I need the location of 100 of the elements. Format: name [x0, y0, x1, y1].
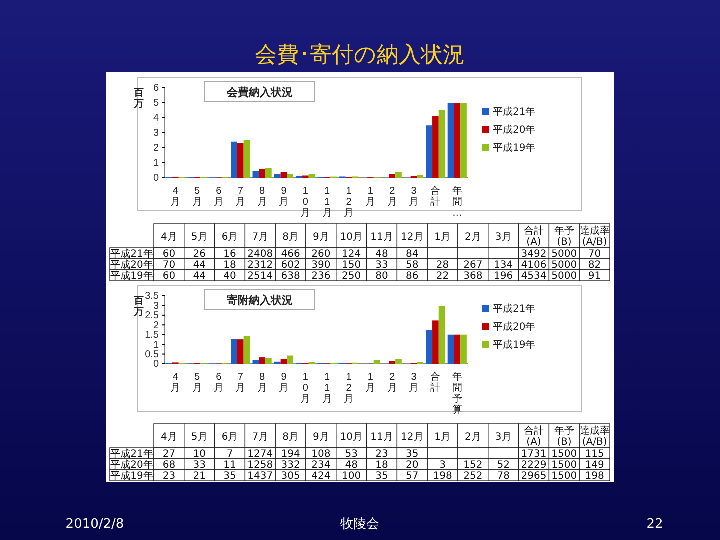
data-label: 1731	[521, 449, 547, 460]
x-tick-label: 11月	[322, 372, 332, 405]
bar	[237, 143, 244, 178]
bar	[448, 334, 454, 364]
data-label: 53	[345, 449, 358, 460]
y-axis-title: 百万	[133, 296, 144, 318]
x-tick-label: 12月	[344, 186, 354, 219]
x-tick-label: 7月	[252, 232, 269, 243]
legend-label: 平成19年	[493, 339, 536, 351]
data-label: 5000	[552, 271, 578, 282]
data-label: 252	[464, 471, 483, 482]
data-label: 3	[440, 460, 446, 471]
x-tick-label: 2月	[465, 432, 482, 443]
data-label: 149	[585, 460, 604, 471]
text: 会費･寄付の納入状況	[255, 43, 465, 68]
bar	[237, 340, 244, 364]
data-label: 40	[224, 271, 236, 282]
x-tick-label: 2月	[465, 232, 482, 243]
x-tick-label: 8月	[282, 232, 299, 243]
x-tick-label: 12月	[344, 372, 354, 405]
text: 2010/2/8	[66, 517, 124, 532]
data-label: 1500	[552, 449, 578, 460]
y-tick-label: 5	[153, 98, 160, 110]
data-label: 60	[162, 271, 176, 282]
data-label: 134	[494, 260, 514, 271]
data-label: 7	[226, 449, 234, 460]
data-label: 2229	[521, 460, 547, 471]
x-tick-label: 3月	[409, 372, 420, 394]
data-label: 466	[281, 249, 300, 260]
x-tick-label: 4月	[170, 372, 181, 394]
x-tick-label: 11月	[370, 232, 394, 243]
data-label: 21	[193, 471, 206, 482]
x-tick-label: 年予(B)	[554, 225, 574, 248]
data-label: 78	[497, 471, 510, 482]
data-label: 70	[588, 249, 602, 260]
x-tick-label: 合計(A)	[524, 225, 544, 248]
data-label: 52	[497, 460, 510, 471]
data-label: 10	[193, 449, 206, 460]
bar	[265, 168, 272, 178]
y-tick-label: 平成21年	[110, 448, 154, 460]
data-label: 638	[281, 271, 300, 282]
x-tick-label: 8月	[257, 372, 268, 394]
data-label: 35	[376, 471, 388, 482]
x-tick-label: 3月	[495, 432, 512, 443]
data-label: 1437	[248, 471, 274, 482]
data-label: 28	[436, 260, 450, 271]
data-label: 26	[193, 249, 206, 260]
data-label: 18	[376, 460, 388, 471]
data-label: 2514	[248, 271, 274, 282]
bar	[426, 126, 433, 178]
y-tick-label: 1.5	[145, 330, 160, 342]
x-tick-label: 10月	[340, 432, 363, 443]
x-tick-label: 1月	[366, 372, 376, 394]
y-axis-title: 百万	[133, 88, 144, 110]
data-label: 198	[585, 471, 604, 482]
bar	[259, 358, 266, 364]
legend-label: 平成21年	[493, 106, 536, 118]
x-tick-label: 10月	[340, 232, 363, 243]
x-tick-label: 12月	[401, 232, 424, 243]
bar	[454, 103, 461, 178]
bar	[244, 140, 250, 178]
data-label: 57	[406, 471, 419, 482]
chart-title: 会費納入状況	[226, 86, 293, 99]
data-label: 60	[162, 249, 176, 260]
y-tick-label: 0	[153, 359, 160, 370]
data-label: 196	[494, 271, 514, 282]
x-tick-label: 合計	[430, 371, 441, 394]
x-tick-label: 1月	[434, 432, 451, 443]
x-tick-label: 5月	[192, 186, 202, 208]
data-label: 2408	[248, 249, 274, 260]
bar	[460, 334, 467, 364]
x-tick-label: 2月	[387, 372, 398, 394]
data-label: 305	[281, 471, 300, 482]
x-tick-label: 9月	[278, 372, 289, 394]
data-label: 194	[281, 449, 300, 460]
data-label: 48	[376, 249, 388, 260]
x-tick-label: 4月	[161, 432, 178, 443]
bar	[448, 103, 454, 178]
data-label: 5000	[552, 260, 578, 271]
data-label: 58	[406, 260, 419, 271]
bar	[389, 174, 396, 178]
data-label: 332	[281, 460, 300, 471]
y-tick-label: 3	[153, 128, 160, 140]
data-label: 124	[342, 249, 362, 260]
data-label: 2312	[248, 260, 274, 271]
data-label: 22	[436, 271, 450, 282]
bar	[396, 172, 402, 178]
x-tick-label: 12月	[401, 432, 424, 443]
x-tick-label: 達成率(A/B)	[580, 225, 610, 248]
y-tick-label: 1	[153, 158, 160, 170]
x-tick-label: 3月	[495, 232, 512, 243]
bar	[231, 142, 238, 178]
bar	[231, 339, 238, 364]
data-label: 424	[312, 471, 331, 482]
y-tick-label: 0.5	[145, 349, 160, 360]
bar	[252, 171, 260, 178]
x-tick-label: 10月	[300, 372, 311, 405]
data-label: 1274	[248, 449, 274, 460]
data-label: 86	[406, 271, 419, 282]
data-label: 100	[342, 471, 362, 482]
